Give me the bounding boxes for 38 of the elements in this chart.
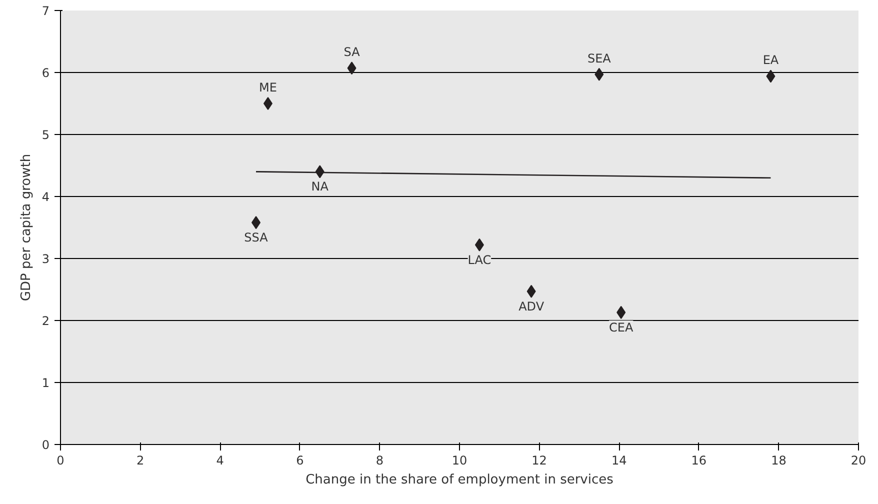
point	[616, 306, 626, 319]
x-tick-label: 4	[216, 454, 224, 468]
annotation: CEA	[609, 320, 634, 334]
x-axis-title: Change in the share of employment in services	[306, 472, 614, 488]
x-tick-label: 12	[532, 454, 547, 468]
y-axis-title: GDP per capita growth	[18, 154, 34, 302]
y-tick-label: 6	[42, 66, 50, 80]
x-tick-label: 10	[452, 454, 468, 468]
x-tick-label: 2	[136, 454, 144, 468]
annotation: EA	[762, 53, 780, 68]
annotation: SSA	[244, 230, 269, 245]
y-tick-label: 7	[42, 4, 50, 18]
point	[347, 62, 356, 75]
point	[474, 238, 484, 252]
point	[594, 68, 604, 81]
annotation: ADV	[518, 299, 545, 314]
y-tick-label: 4	[42, 190, 50, 204]
x-tick-label: 20	[850, 454, 866, 468]
x-tick-label: 0	[56, 454, 64, 468]
point	[766, 70, 776, 83]
annotation: SA	[344, 45, 361, 60]
x-tick-label: 16	[691, 454, 707, 468]
point	[252, 216, 261, 230]
annotation: SEA	[587, 51, 612, 66]
y-tick-label: 2	[42, 314, 50, 328]
x-tick-label: 14	[611, 454, 627, 468]
x-tick-label: 6	[296, 454, 304, 468]
x-tick-label: 18	[771, 454, 786, 468]
point	[526, 284, 536, 298]
y-tick-label: 0	[42, 438, 50, 452]
y-tick-label: 1	[42, 376, 50, 390]
point	[263, 97, 272, 110]
x-tick-label: 8	[376, 454, 384, 468]
annotation: ME	[259, 80, 277, 94]
annotation: NA	[311, 180, 330, 194]
y-tick-label: 3	[42, 252, 50, 266]
annotation: LAC	[468, 252, 492, 267]
y-tick-label: 5	[42, 128, 50, 142]
